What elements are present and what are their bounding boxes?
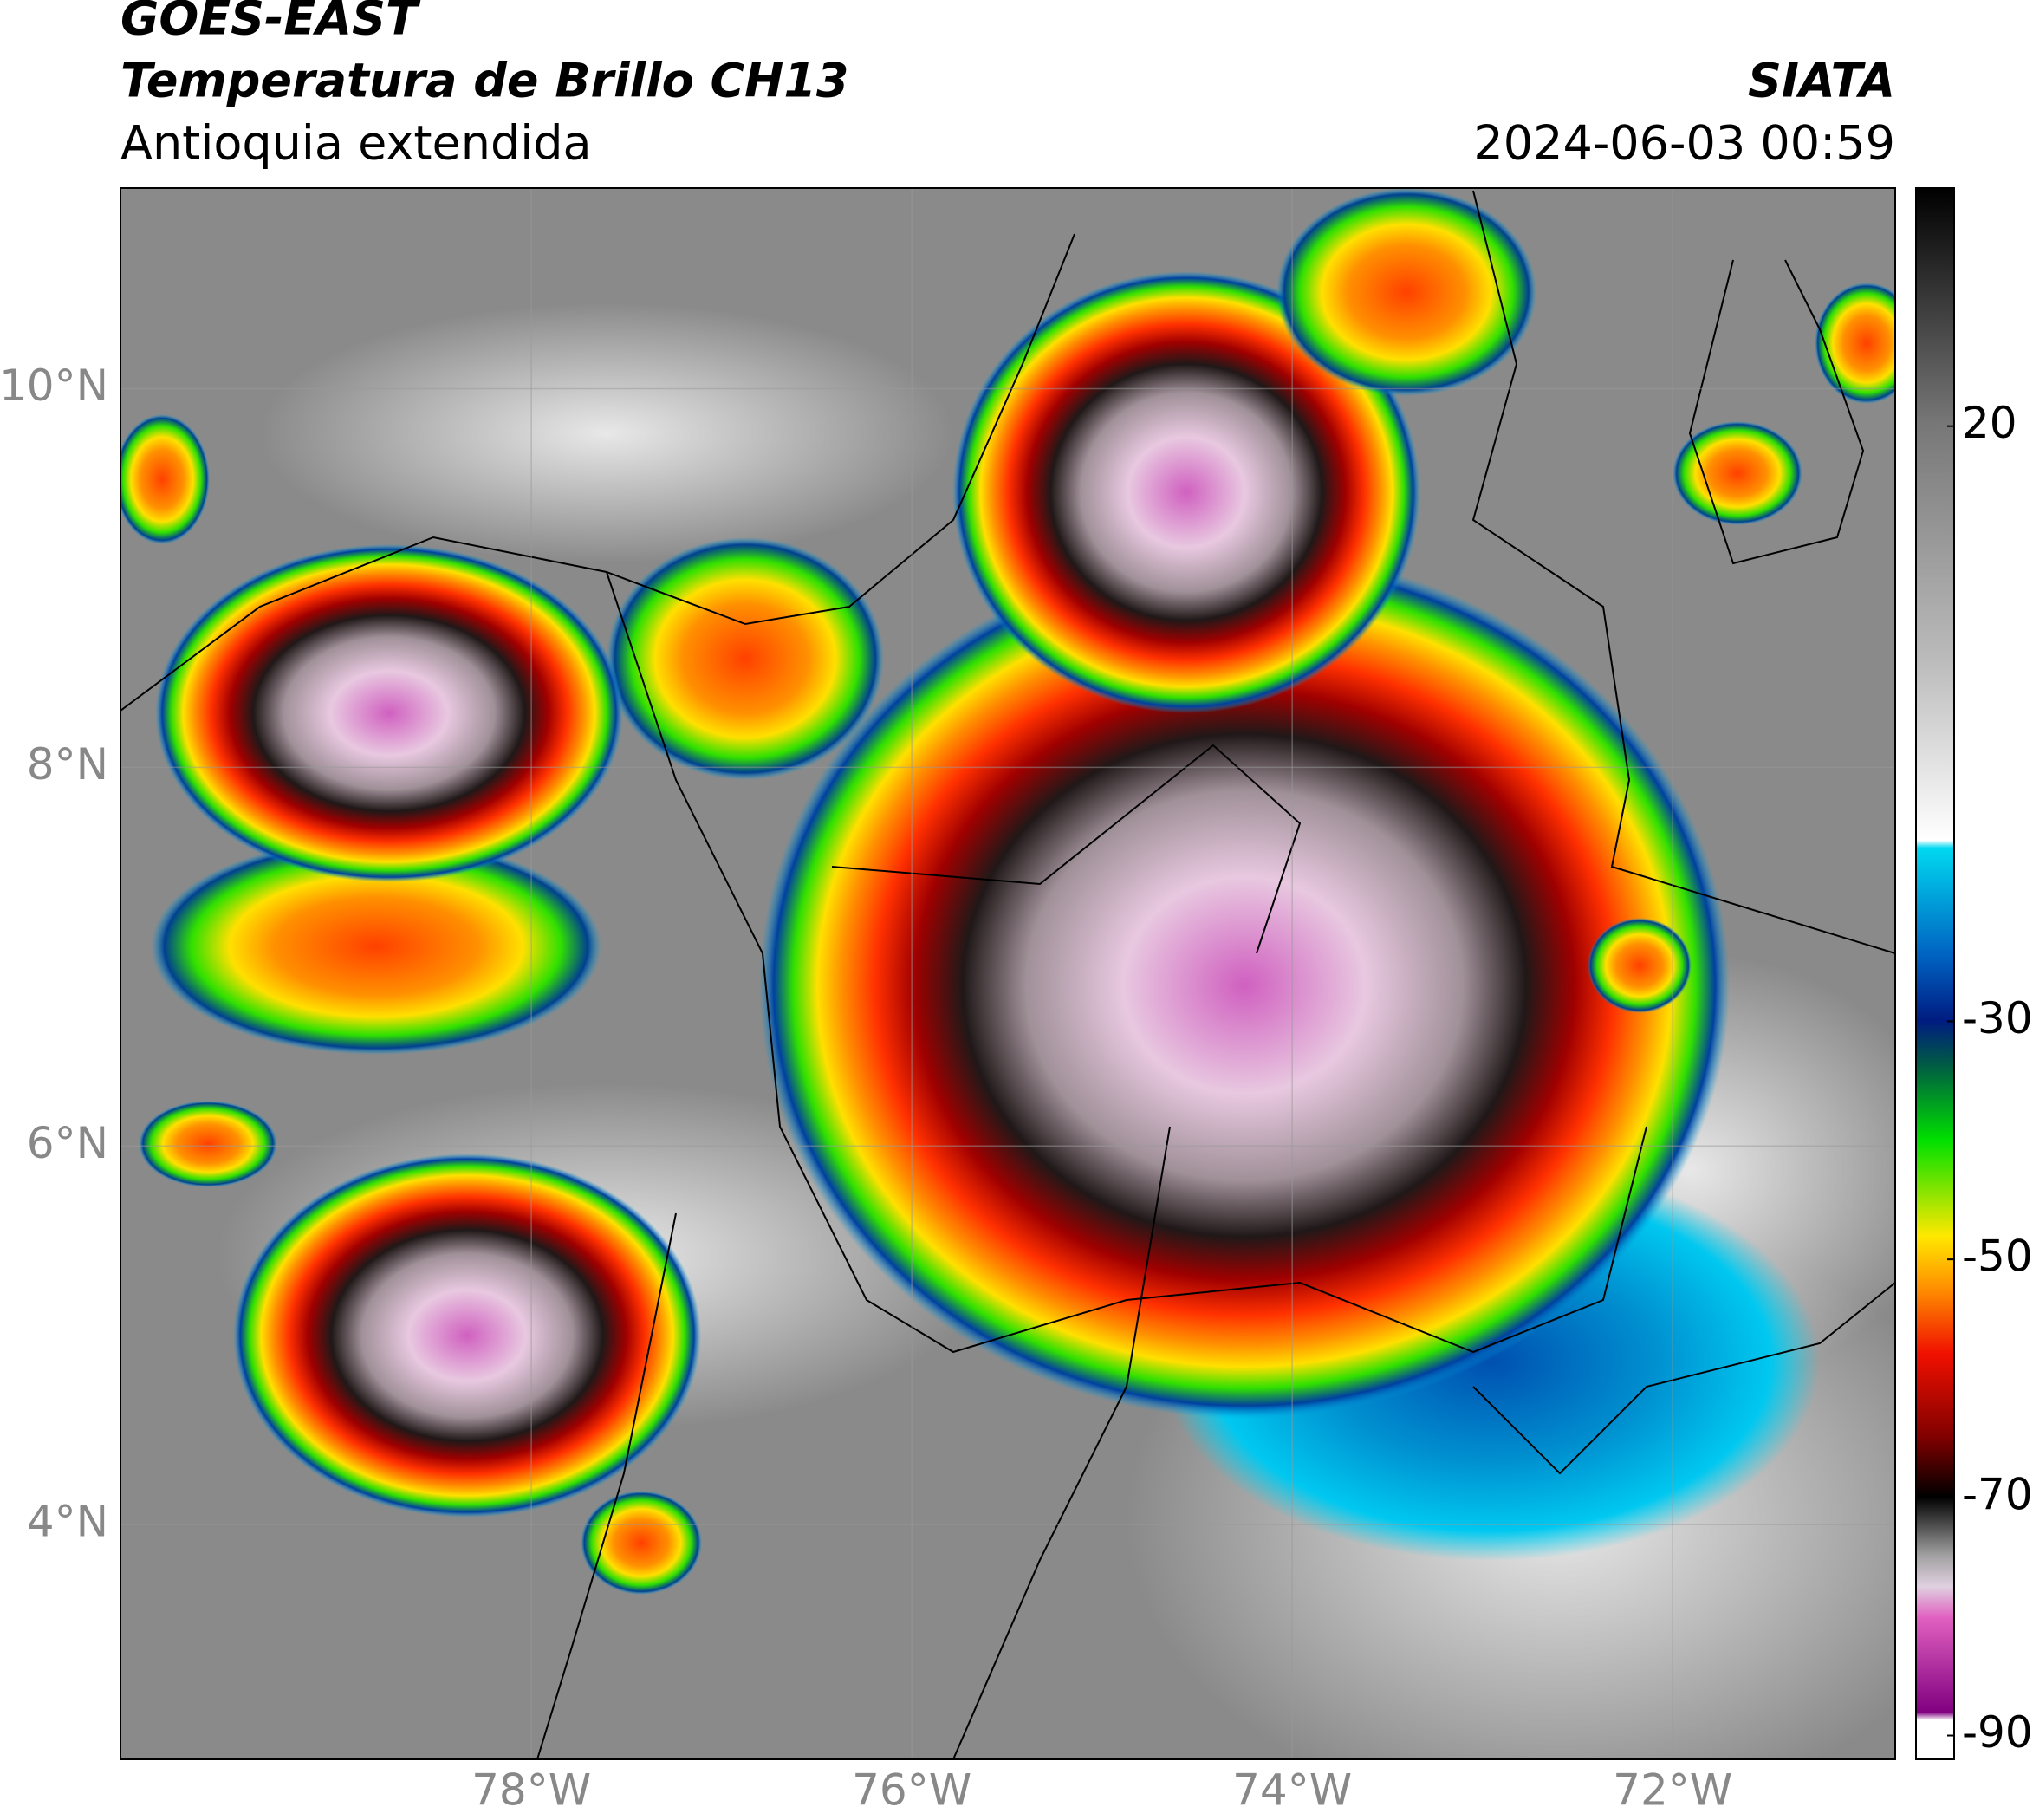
title: GOES-EAST: [120, 0, 421, 46]
storm: [952, 271, 1420, 713]
warm-cloud: [1815, 283, 1895, 404]
storm: [759, 552, 1730, 1419]
warm-cloud: [120, 414, 210, 544]
borders: [120, 190, 1895, 1759]
coastline: [1688, 259, 1865, 565]
warm-cloud: [581, 1491, 702, 1595]
border: [606, 571, 1647, 1354]
y-tick-label: 6°N: [27, 1118, 108, 1168]
y-tick-label: 4°N: [27, 1497, 108, 1547]
warm-cloud: [1673, 421, 1802, 525]
border: [1471, 190, 1895, 954]
grid: [120, 188, 1895, 1759]
border: [831, 744, 1302, 954]
colorbar-tick-label: -50: [1962, 1232, 2033, 1282]
y-tick-label: 10°N: [0, 361, 108, 411]
warm-cloud: [1276, 188, 1536, 396]
datetime: 2024-06-03 00:59: [1473, 116, 1895, 171]
x-tick-label: 76°W: [852, 1765, 971, 1816]
border: [952, 1126, 1171, 1759]
warm-cloud: [139, 1101, 277, 1187]
colorbar-tick-label: -30: [1962, 993, 2033, 1043]
map-frame: [120, 187, 1896, 1760]
storm: [155, 544, 623, 882]
colorbar-tick-label: -90: [1962, 1707, 2033, 1758]
warm-cloud: [1588, 918, 1692, 1013]
haze: [260, 303, 953, 563]
colorbar: [1915, 187, 1955, 1760]
source: SIATA: [1748, 54, 1895, 108]
colorbar-tick-label: -70: [1962, 1469, 2033, 1519]
y-tick-label: 8°N: [27, 739, 108, 790]
map-imagery: [120, 188, 1895, 1759]
coastline: [536, 1212, 677, 1759]
storm: [233, 1154, 701, 1518]
colorbar-tick-label: 20: [1962, 398, 2017, 448]
x-tick-label: 72°W: [1613, 1765, 1732, 1816]
subtitle: Temperatura de Brillo CH13: [120, 54, 849, 108]
warm-cloud: [151, 838, 601, 1055]
region: Antioquia extendida: [120, 116, 592, 171]
x-tick-label: 78°W: [471, 1765, 591, 1816]
coastline: [120, 233, 1075, 712]
x-tick-label: 74°W: [1232, 1765, 1352, 1816]
border: [1472, 1282, 1895, 1475]
